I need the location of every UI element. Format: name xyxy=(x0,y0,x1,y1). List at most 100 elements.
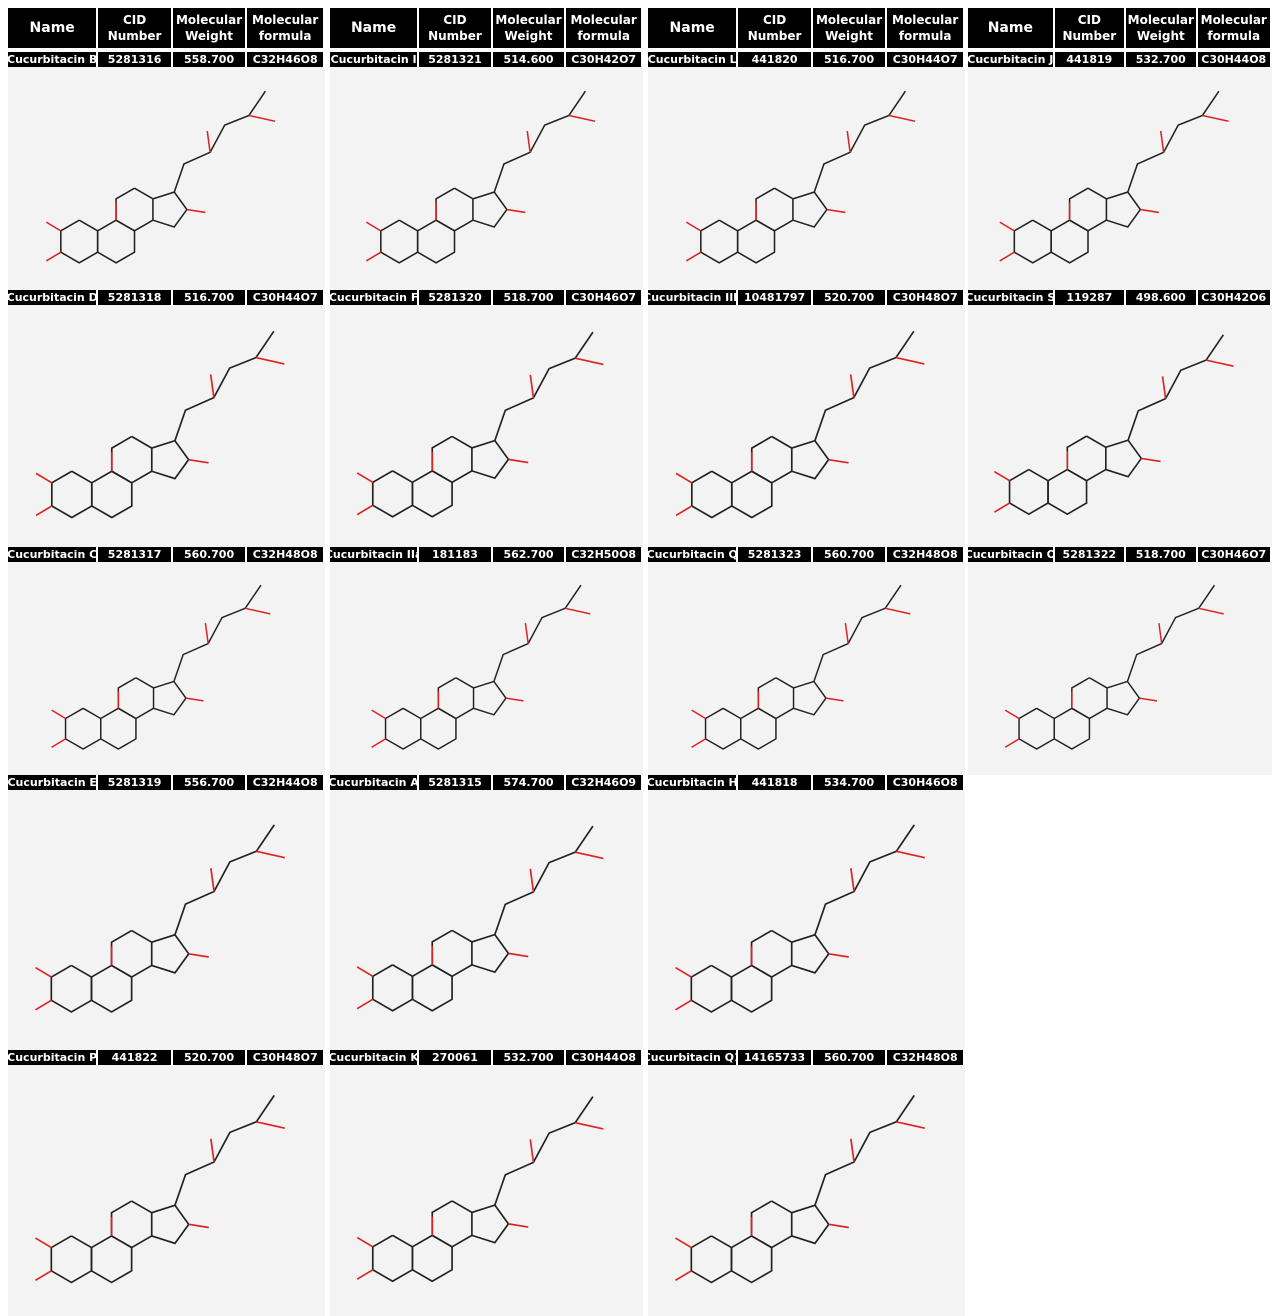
bond xyxy=(366,252,381,261)
compound-name: Cucurbitacin IIb xyxy=(648,290,738,305)
bond xyxy=(1051,220,1088,263)
structure xyxy=(968,67,1272,290)
compound-weight: 534.700 xyxy=(813,775,887,790)
structure xyxy=(648,1065,965,1316)
compound-formula: C30H42O7 xyxy=(566,52,643,67)
bond xyxy=(211,374,214,397)
bond xyxy=(175,331,274,440)
bond xyxy=(112,437,152,483)
bond xyxy=(494,585,581,681)
bond xyxy=(569,115,595,121)
bond xyxy=(575,1123,603,1129)
bond xyxy=(731,965,771,1011)
bond xyxy=(35,1238,51,1248)
compound-weight: 556.700 xyxy=(173,775,247,790)
structure xyxy=(648,67,965,290)
bond xyxy=(1127,585,1214,681)
structure-image xyxy=(330,790,643,1050)
bond xyxy=(112,931,152,977)
bond xyxy=(507,210,525,213)
bond xyxy=(36,473,52,482)
compound-weight: 516.700 xyxy=(173,290,247,305)
bond xyxy=(814,91,905,192)
bond xyxy=(495,332,593,441)
column-header: CID Number xyxy=(1055,8,1126,48)
compound-name: Cucurbitacin K xyxy=(330,1050,419,1065)
bond xyxy=(508,1224,528,1227)
bond xyxy=(438,678,473,719)
bond xyxy=(793,192,827,227)
bond xyxy=(473,192,507,227)
bond xyxy=(186,698,204,701)
compound-cid: 5281322 xyxy=(1055,547,1126,562)
bond xyxy=(154,681,186,714)
compound-cid: 5281321 xyxy=(419,52,493,67)
column-header: CID Number xyxy=(98,8,172,48)
bond xyxy=(91,965,131,1011)
bond xyxy=(575,852,603,858)
bond xyxy=(692,471,732,517)
compound-name: Cucurbitacin S xyxy=(968,290,1055,305)
bond xyxy=(829,460,849,463)
structure-image xyxy=(8,790,325,1050)
bond xyxy=(527,131,530,152)
bond xyxy=(472,441,509,479)
structure xyxy=(8,790,325,1050)
bond xyxy=(412,965,452,1011)
bond xyxy=(432,1201,472,1247)
compound-cid: 119287 xyxy=(1055,290,1126,305)
bond xyxy=(675,1000,691,1010)
bond xyxy=(152,935,189,973)
bond xyxy=(741,708,776,749)
bond xyxy=(357,1237,373,1246)
column-header: Molecular formula xyxy=(1198,8,1272,48)
bond xyxy=(758,678,793,719)
compound-name: Cucurbitacin IIa xyxy=(330,547,419,562)
bond xyxy=(1070,188,1107,231)
column-header: Molecular formula xyxy=(566,8,643,48)
structure xyxy=(330,67,643,290)
bond xyxy=(92,471,132,517)
structure-image xyxy=(648,1065,965,1316)
bond xyxy=(732,471,772,517)
bond xyxy=(731,1236,771,1282)
structure-image xyxy=(648,67,965,290)
bond xyxy=(372,710,386,718)
bond xyxy=(792,935,829,973)
bond xyxy=(676,473,692,482)
bond xyxy=(675,1271,691,1281)
bond xyxy=(1199,608,1224,614)
bond xyxy=(35,1000,51,1010)
bond xyxy=(826,698,844,701)
structure-image xyxy=(330,1065,643,1316)
compound-weight: 562.700 xyxy=(493,547,567,562)
structure-image xyxy=(8,1065,325,1316)
compound-name: Cucurbitacin P xyxy=(8,1050,98,1065)
compound-name: Cucurbitacin F xyxy=(330,290,419,305)
bond xyxy=(1000,252,1015,261)
compound-name: Cucurbitacin L xyxy=(648,52,738,67)
bond xyxy=(421,708,456,749)
bond xyxy=(46,252,61,261)
bond xyxy=(386,708,421,749)
bond xyxy=(1014,220,1051,263)
bond xyxy=(432,930,472,976)
bond xyxy=(418,220,455,263)
bond xyxy=(1140,210,1158,213)
bond xyxy=(205,623,208,643)
bond xyxy=(1000,222,1015,231)
compound-name: Cucurbitacin A xyxy=(330,775,419,790)
bond xyxy=(829,954,849,957)
bond xyxy=(472,1205,509,1243)
bond xyxy=(1019,708,1054,749)
bond xyxy=(357,999,373,1008)
bond xyxy=(366,222,381,231)
bond xyxy=(412,1235,452,1281)
structure-image xyxy=(8,67,325,290)
bond xyxy=(357,1270,373,1279)
compound-weight: 516.700 xyxy=(813,52,887,67)
bond xyxy=(706,708,741,749)
bond xyxy=(1159,623,1162,643)
bond xyxy=(1048,470,1087,515)
compound-formula: C30H44O8 xyxy=(1198,52,1272,67)
